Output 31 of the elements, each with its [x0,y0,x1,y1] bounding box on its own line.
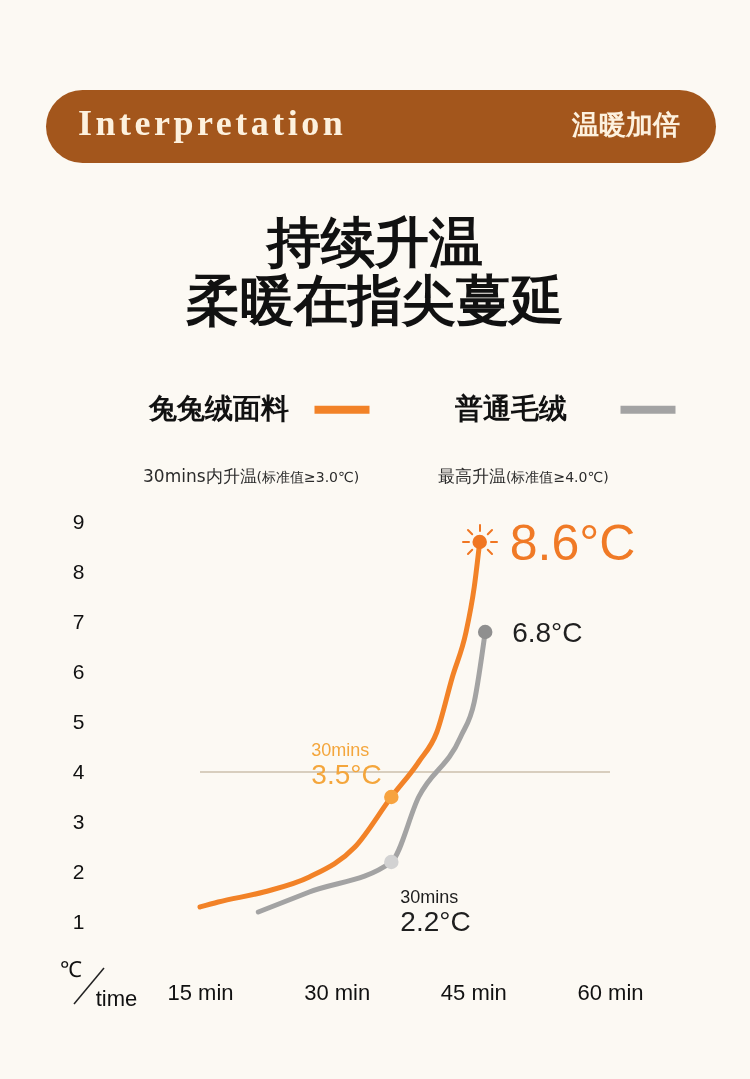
text: 温暖加倍 [572,109,680,140]
y-tick-label: 7 [72,609,85,633]
y-tick-label: 9 [72,509,85,533]
y-tick-label: 3 [72,809,85,833]
text: 最高升温(标准值≥4.0℃) [438,466,609,486]
y-tick-label: 2 [72,859,85,883]
x-tick-label: 15 min [167,979,234,1005]
text: 30mins内升温(标准值≥3.0℃) [143,466,360,486]
x-tick-label: 45 min [440,979,507,1005]
data-label: 3.5°C [311,759,382,790]
annotation: 30mins [400,887,459,907]
y-tick-label: 4 [72,759,85,783]
y-tick-label: 6 [72,659,85,683]
x-tick-label: 30 min [304,979,371,1005]
text: Interpretation [78,103,347,143]
y-tick-label: 5 [72,709,85,733]
data-label: 6.8°C [512,617,583,648]
point [472,534,487,550]
legend-label: 普通毛绒 [454,391,567,425]
x-axis-title: time [95,985,138,1011]
point [477,624,493,640]
data-label: 8.6°C [509,515,636,571]
y-tick-label: 1 [72,909,85,933]
y-axis-title: ℃ [59,956,82,982]
x-tick-label: 60 min [577,979,644,1005]
point [384,789,399,805]
data-label: 2.2°C [400,906,471,937]
point [384,854,399,870]
legend-label: 兔兔绒面料 [148,391,289,425]
y-tick-label: 8 [72,559,85,583]
annotation: 30mins [311,740,370,760]
